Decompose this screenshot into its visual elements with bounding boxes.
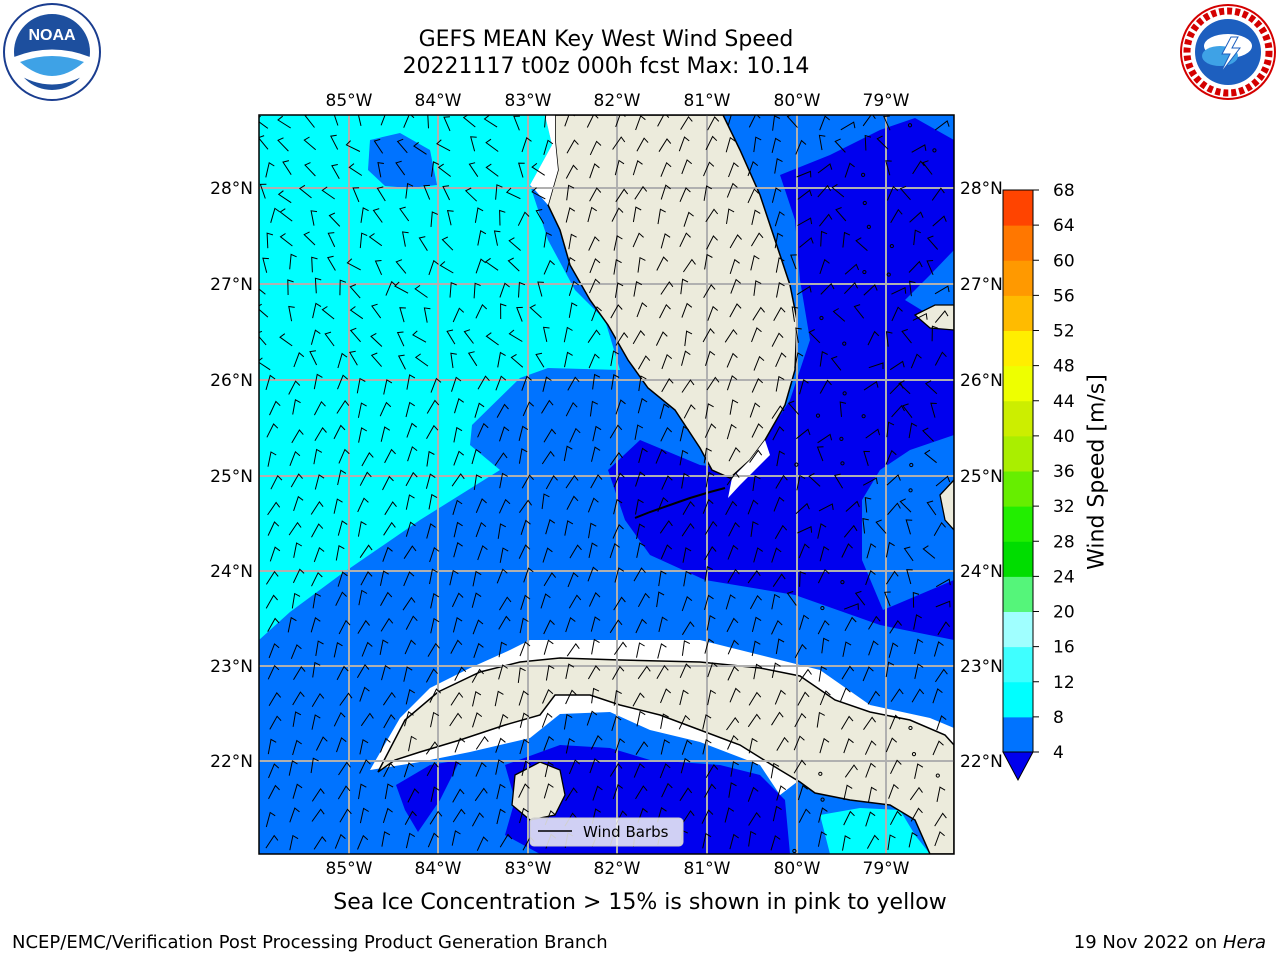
lon-label-top: 79°W xyxy=(863,91,910,111)
noaa-logo-icon: NOAA xyxy=(3,3,101,101)
colorbar-tick-label: 32 xyxy=(1053,497,1075,517)
lon-label-top: 80°W xyxy=(774,91,821,111)
colorbar-tick-label: 48 xyxy=(1053,357,1075,377)
nws-logo-icon xyxy=(1180,4,1276,100)
colorbar-tick-label: 36 xyxy=(1053,462,1075,482)
colorbar-segment xyxy=(1003,646,1033,683)
lon-label-top: 85°W xyxy=(326,91,373,111)
colorbar-tick-label: 24 xyxy=(1053,567,1075,587)
colorbar-segment xyxy=(1003,295,1033,331)
lon-label-top: 82°W xyxy=(594,91,641,111)
lat-label-left: 28°N xyxy=(210,179,253,199)
colorbar-segment xyxy=(1003,435,1033,472)
map-frame xyxy=(258,114,955,855)
lon-label-bottom: 80°W xyxy=(774,859,821,879)
lat-label-left: 22°N xyxy=(210,752,253,772)
footer-date: 19 Nov 2022 on Hera xyxy=(1074,932,1266,953)
map-field xyxy=(259,115,954,854)
wind-zone-cyan-se xyxy=(820,808,930,854)
lat-label-right: 26°N xyxy=(960,371,1003,391)
lon-label-top: 83°W xyxy=(505,91,552,111)
colorbar-tick-label: 56 xyxy=(1053,286,1075,306)
colorbar-tick-label: 16 xyxy=(1053,638,1075,658)
colorbar-segment xyxy=(1003,506,1033,542)
wind-zone-mid-patch xyxy=(368,133,437,188)
lat-label-right: 27°N xyxy=(960,275,1003,295)
lon-label-top: 81°W xyxy=(684,91,731,111)
colorbar-tick-label: 64 xyxy=(1053,216,1075,236)
sea-ice-caption: Sea Ice Concentration > 15% is shown in … xyxy=(333,890,947,915)
lat-label-left: 23°N xyxy=(210,657,253,677)
land-isla-juventud xyxy=(511,761,566,821)
lon-label-bottom: 83°W xyxy=(505,859,552,879)
colorbar-tick-label: 20 xyxy=(1053,603,1075,623)
map-subtitle: 20221117 t00z 000h fcst Max: 10.14 xyxy=(402,54,810,79)
lat-label-right: 22°N xyxy=(960,752,1003,772)
land-cuba xyxy=(377,657,954,854)
lon-label-bottom: 82°W xyxy=(594,859,641,879)
wind-barbs xyxy=(259,115,951,854)
map-title: GEFS MEAN Key West Wind Speed xyxy=(418,27,794,52)
lon-labels-bottom: 85°W 84°W 83°W 82°W 81°W 80°W 79°W xyxy=(326,859,910,879)
lon-label-top: 84°W xyxy=(415,91,462,111)
footer-date-text: 19 Nov 2022 on xyxy=(1073,932,1223,953)
legend: Wind Barbs xyxy=(529,817,684,847)
lat-labels-left: 28°N 27°N 26°N 25°N 24°N 23°N 22°N xyxy=(210,179,253,772)
lon-label-bottom: 81°W xyxy=(684,859,731,879)
colorbar-segment xyxy=(1003,716,1033,753)
lat-label-left: 24°N xyxy=(210,562,253,582)
colorbar-tick-label: 44 xyxy=(1053,392,1075,412)
land-florida xyxy=(547,115,798,479)
lat-label-right: 23°N xyxy=(960,657,1003,677)
colorbar-segment xyxy=(1003,611,1033,648)
colorbar-tick-label: 60 xyxy=(1053,251,1075,271)
lat-label-right: 25°N xyxy=(960,467,1003,487)
colorbar-tick-label: 12 xyxy=(1053,673,1075,693)
lat-label-right: 24°N xyxy=(960,562,1003,582)
colorbar-segment xyxy=(1003,471,1033,507)
lon-label-bottom: 84°W xyxy=(415,859,462,879)
colorbar-segment xyxy=(1003,541,1033,577)
colorbar-segment xyxy=(1003,260,1033,296)
lat-label-left: 27°N xyxy=(210,275,253,295)
gridlines xyxy=(259,115,954,854)
footer-host: Hera xyxy=(1222,932,1266,953)
colorbar-segment xyxy=(1003,400,1033,437)
colorbar-tick-label: 68 xyxy=(1053,181,1075,201)
colorbar-tick-label: 52 xyxy=(1053,322,1075,342)
lat-label-left: 26°N xyxy=(210,371,253,391)
legend-label: Wind Barbs xyxy=(583,823,669,841)
florida-keys xyxy=(634,487,726,519)
colorbar-tick-label: 40 xyxy=(1053,427,1075,447)
wind-zone-deep-sw xyxy=(396,760,460,832)
colorbar-tick-label: 4 xyxy=(1053,743,1064,763)
lon-labels-top: 85°W 84°W 83°W 82°W 81°W 80°W 79°W xyxy=(326,91,910,111)
lon-label-bottom: 79°W xyxy=(863,859,910,879)
colorbar-segment xyxy=(1003,365,1033,402)
colorbar-segment xyxy=(1003,681,1033,718)
colorbar-tick-label: 8 xyxy=(1053,708,1064,728)
colorbar-tick-label: 28 xyxy=(1053,532,1075,552)
lon-label-bottom: 85°W xyxy=(326,859,373,879)
colorbar-segment xyxy=(1003,225,1033,261)
colorbar-label: Wind Speed [m/s] xyxy=(1084,374,1110,570)
colorbar-segment xyxy=(1003,576,1033,612)
colorbar-extend-arrow-icon xyxy=(1002,751,1034,782)
colorbar-segment xyxy=(1003,190,1033,226)
lat-label-right: 28°N xyxy=(960,179,1003,199)
wind-zone-deep-east xyxy=(608,118,954,640)
colorbar-segment xyxy=(1003,330,1033,367)
noaa-logo-text: NOAA xyxy=(28,27,76,44)
lat-label-left: 25°N xyxy=(210,467,253,487)
lat-labels-right: 28°N 27°N 26°N 25°N 24°N 23°N 22°N xyxy=(960,179,1003,772)
footer-credit: NCEP/EMC/Verification Post Processing Pr… xyxy=(12,932,608,953)
